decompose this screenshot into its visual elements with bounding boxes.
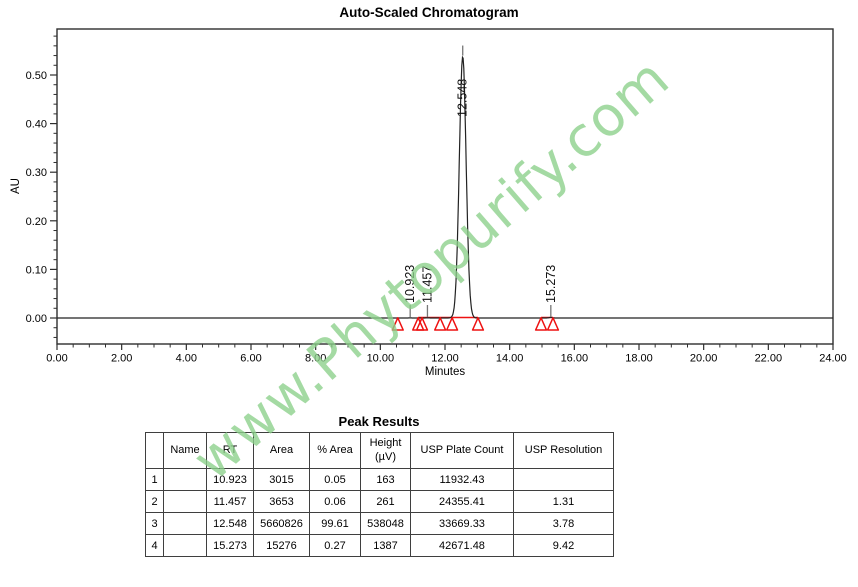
- integration-mark-icon: [434, 317, 447, 331]
- integration-mark-icon: [391, 317, 404, 331]
- column-header: Area: [253, 432, 310, 469]
- table-cell: 33669.33: [410, 512, 514, 535]
- chromatogram-plot: 0.00 0.10 0.20 0.30 0.40 0.50 0.00 2.00 4.00 6.00…: [10, 28, 847, 378]
- table-cell: 0.05: [309, 468, 361, 491]
- table-cell: 3: [145, 512, 164, 535]
- x-tick-label: 16.00: [561, 353, 589, 365]
- column-header: RT: [206, 432, 254, 469]
- x-tick-label: 14.00: [496, 353, 524, 365]
- plot-border: [56, 28, 834, 345]
- table-cell: [163, 468, 207, 491]
- y-tick-label: 0.30: [26, 167, 47, 179]
- x-tick-label: 6.00: [240, 353, 261, 365]
- table-cell: 5660826: [253, 512, 310, 535]
- x-tick-label: 10.00: [367, 353, 395, 365]
- x-tick-label: 2.00: [111, 353, 132, 365]
- table-cell: 11.457: [206, 490, 254, 513]
- table-cell: 1.31: [513, 490, 614, 513]
- x-tick-label: 12.00: [431, 353, 459, 365]
- table-cell: [163, 512, 207, 535]
- table-cell: 10.923: [206, 468, 254, 491]
- x-tick-label: 24.00: [819, 353, 847, 365]
- table-cell: 15.273: [206, 534, 254, 557]
- peak-results-section: Peak Results Name RT Area% Area Height (µV)…: [145, 414, 614, 557]
- table-cell: [163, 534, 207, 557]
- y-tick-label: 0.50: [26, 70, 47, 82]
- column-header: USP Plate Count: [410, 432, 514, 469]
- y-tick-label: 0.40: [26, 119, 47, 131]
- table-cell: 3.78: [513, 512, 614, 535]
- table-row: 2 11.457 3653 0.06 261 24355.41 1.31: [145, 490, 614, 513]
- table-cell: 1387: [360, 534, 411, 557]
- table-cell: 1: [145, 468, 164, 491]
- column-header: Name: [163, 432, 207, 469]
- integration-mark-icon: [471, 317, 485, 331]
- table-cell: 24355.41: [410, 490, 514, 513]
- table-cell: 42671.48: [410, 534, 514, 557]
- peak-rt-label: 12.548: [456, 79, 470, 117]
- column-header: [145, 432, 164, 469]
- peak-rt-label: 10.923: [403, 265, 417, 303]
- table-cell: 9.42: [513, 534, 614, 557]
- x-tick-label: 20.00: [690, 353, 718, 365]
- table-cell: 99.61: [309, 512, 361, 535]
- chart-title: Auto-Scaled Chromatogram: [339, 5, 519, 20]
- table-cell: 12.548: [206, 512, 254, 535]
- table-cell: 3015: [253, 468, 310, 491]
- table-row: 3 12.548 5660826 99.61 538048 33669.33 3.78: [145, 512, 614, 535]
- table-cell: 11932.43: [410, 468, 514, 491]
- table-cell: 261: [360, 490, 411, 513]
- x-tick-label: 4.00: [176, 353, 197, 365]
- x-axis-label: Minutes: [425, 366, 466, 378]
- table-cell: 3653: [253, 490, 310, 513]
- table-cell: 163: [360, 468, 411, 491]
- table-cell: 2: [145, 490, 164, 513]
- peak-results-title: Peak Results: [338, 414, 420, 429]
- column-header: Height (µV): [360, 432, 411, 469]
- x-tick-label: 22.00: [755, 353, 783, 365]
- table-cell: 15276: [253, 534, 310, 557]
- peak-rt-label: 11.457: [420, 266, 434, 303]
- integration-mark-icon: [546, 317, 560, 331]
- column-header: % Area: [309, 432, 361, 469]
- y-tick-label: 0.20: [26, 216, 47, 228]
- table-cell: 0.27: [309, 534, 361, 557]
- y-axis-label: AU: [10, 178, 22, 194]
- y-tick-label: 0.00: [26, 313, 47, 325]
- table-row: 4 15.273 15276 0.27 1387 42671.48 9.42: [145, 534, 614, 557]
- integration-mark-icon: [534, 317, 548, 331]
- column-header: USP Resolution: [513, 432, 614, 469]
- table-row: 1 10.923 3015 0.05 163 11932.43: [145, 468, 614, 491]
- table-cell: 538048: [360, 512, 411, 535]
- x-tick-label: 18.00: [625, 353, 653, 365]
- chromatogram-trace: [57, 55, 833, 319]
- integration-mark-icon: [415, 317, 429, 331]
- x-tick-label: 0.00: [46, 353, 67, 365]
- table-cell: 4: [145, 534, 164, 557]
- table-cell: [163, 490, 207, 513]
- table-header-row: Name RT Area% Area Height (µV) USP Plate Cou…: [145, 432, 614, 469]
- table-cell: [513, 468, 614, 491]
- y-tick-label: 0.10: [26, 264, 47, 276]
- table-cell: 0.06: [309, 490, 361, 513]
- peak-rt-label: 15.273: [544, 265, 558, 303]
- peak-results-table: Name RT Area% Area Height (µV) USP Plate Cou…: [145, 432, 614, 557]
- integration-mark-icon: [445, 317, 459, 331]
- x-tick-label: 8.00: [305, 353, 326, 365]
